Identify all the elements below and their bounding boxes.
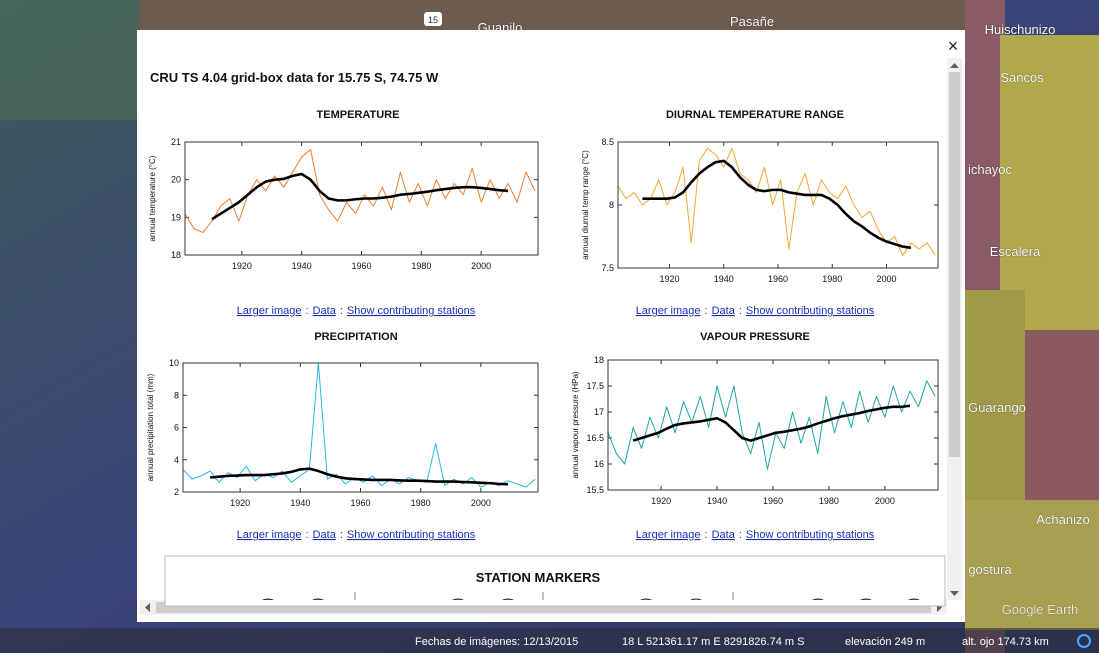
chart-title: TEMPERATURE <box>317 109 400 121</box>
y-tick-label: 15.5 <box>586 485 604 495</box>
chart-title: VAPOUR PRESSURE <box>700 331 810 343</box>
chart-title: DIURNAL TEMPERATURE RANGE <box>666 109 844 121</box>
x-tick-label: 2000 <box>471 498 491 508</box>
link-stations[interactable]: Show contributing stations <box>746 305 875 317</box>
link-row: Larger image:Data:Show contributing stat… <box>636 305 875 317</box>
status-elevation: elevación 249 m <box>845 636 925 648</box>
link-data[interactable]: Data <box>712 529 736 541</box>
x-tick-label: 2000 <box>471 261 491 271</box>
link-row: Larger image:Data:Show contributing stat… <box>237 529 476 541</box>
y-tick-label: 10 <box>169 358 179 368</box>
link-stations[interactable]: Show contributing stations <box>347 529 476 541</box>
y-tick-label: 16 <box>594 459 604 469</box>
link-separator: : <box>705 529 708 541</box>
y-tick-label: 17.5 <box>586 381 604 391</box>
map-label: ichayoc <box>968 162 1013 177</box>
y-tick-label: 17 <box>594 407 604 417</box>
x-tick-label: 1920 <box>230 498 250 508</box>
v-scroll-thumb[interactable] <box>949 72 960 457</box>
y-tick-label: 20 <box>171 175 181 185</box>
y-tick-label: 16.5 <box>586 433 604 443</box>
map-label: Escalera <box>990 244 1041 259</box>
link-separator: : <box>705 305 708 317</box>
y-tick-label: 18 <box>594 355 604 365</box>
status-coords: 18 L 521361.17 m E 8291826.74 m S <box>622 636 804 648</box>
map-label: Huischunizo <box>985 22 1056 37</box>
link-row: Larger image:Data:Show contributing stat… <box>237 305 476 317</box>
x-tick-label: 1980 <box>411 261 431 271</box>
y-tick-label: 8 <box>609 200 614 210</box>
link-separator: : <box>340 305 343 317</box>
link-larger[interactable]: Larger image <box>237 305 302 317</box>
x-tick-label: 1980 <box>411 498 431 508</box>
station-title: STATION MARKERS <box>476 570 601 585</box>
link-stations[interactable]: Show contributing stations <box>347 305 476 317</box>
y-axis-label: annual vapour pressure (HPa) <box>571 371 580 479</box>
map-watermark: Google Earth <box>1002 602 1079 617</box>
link-separator: : <box>739 529 742 541</box>
x-tick-label: 1920 <box>660 274 680 284</box>
close-button[interactable]: × <box>948 36 959 56</box>
y-tick-label: 8 <box>174 390 179 400</box>
x-tick-label: 1980 <box>819 496 839 506</box>
screen: 15 Guanilo Pasañe Huischunizo Sancos ich… <box>0 0 1099 653</box>
map-label: Achanizo <box>1036 512 1089 527</box>
x-tick-label: 1960 <box>351 261 371 271</box>
page: 15 Guanilo Pasañe Huischunizo Sancos ich… <box>0 0 1099 653</box>
x-tick-label: 1960 <box>350 498 370 508</box>
link-larger[interactable]: Larger image <box>636 529 701 541</box>
x-tick-label: 1960 <box>768 274 788 284</box>
y-tick-label: 4 <box>174 455 179 465</box>
x-tick-label: 1920 <box>232 261 252 271</box>
y-tick-label: 8.5 <box>601 137 614 147</box>
map-label: Guarango <box>968 400 1026 415</box>
link-larger[interactable]: Larger image <box>636 305 701 317</box>
popup-title: CRU TS 4.04 grid-box data for 15.75 S, 7… <box>150 70 439 85</box>
x-tick-label: 1940 <box>707 496 727 506</box>
x-tick-label: 1940 <box>290 498 310 508</box>
x-tick-label: 1960 <box>763 496 783 506</box>
x-tick-label: 1980 <box>822 274 842 284</box>
link-separator: : <box>306 529 309 541</box>
link-data[interactable]: Data <box>313 529 337 541</box>
chart-title: PRECIPITATION <box>314 331 397 343</box>
map-area <box>140 0 970 35</box>
y-tick-label: 18 <box>171 250 181 260</box>
y-tick-label: 2 <box>174 487 179 497</box>
x-tick-label: 2000 <box>875 496 895 506</box>
link-data[interactable]: Data <box>712 305 736 317</box>
map-label: Pasañe <box>730 14 774 29</box>
x-tick-label: 2000 <box>876 274 896 284</box>
link-row: Larger image:Data:Show contributing stat… <box>636 529 875 541</box>
link-separator: : <box>340 529 343 541</box>
x-tick-label: 1920 <box>651 496 671 506</box>
map-area <box>0 0 140 120</box>
x-tick-label: 1940 <box>292 261 312 271</box>
link-separator: : <box>306 305 309 317</box>
status-eye: alt. ojo 174.73 km <box>962 636 1049 648</box>
status-dates: Fechas de imágenes: 12/13/2015 <box>415 636 578 648</box>
link-stations[interactable]: Show contributing stations <box>746 529 875 541</box>
y-tick-label: 7.5 <box>601 263 614 273</box>
y-axis-label: annual temperature (°C) <box>148 155 157 241</box>
y-tick-label: 19 <box>171 212 181 222</box>
map-label: Sancos <box>1000 70 1044 85</box>
y-tick-label: 6 <box>174 423 179 433</box>
link-larger[interactable]: Larger image <box>237 529 302 541</box>
y-tick-label: 21 <box>171 137 181 147</box>
link-data[interactable]: Data <box>313 305 337 317</box>
link-separator: : <box>739 305 742 317</box>
y-axis-label: annual precipitation total (mm) <box>146 373 155 481</box>
x-tick-label: 1940 <box>714 274 734 284</box>
map-label: gostura <box>968 562 1012 577</box>
road-number: 15 <box>428 15 438 25</box>
y-axis-label: annual diurnal temp range (°C) <box>581 150 590 260</box>
